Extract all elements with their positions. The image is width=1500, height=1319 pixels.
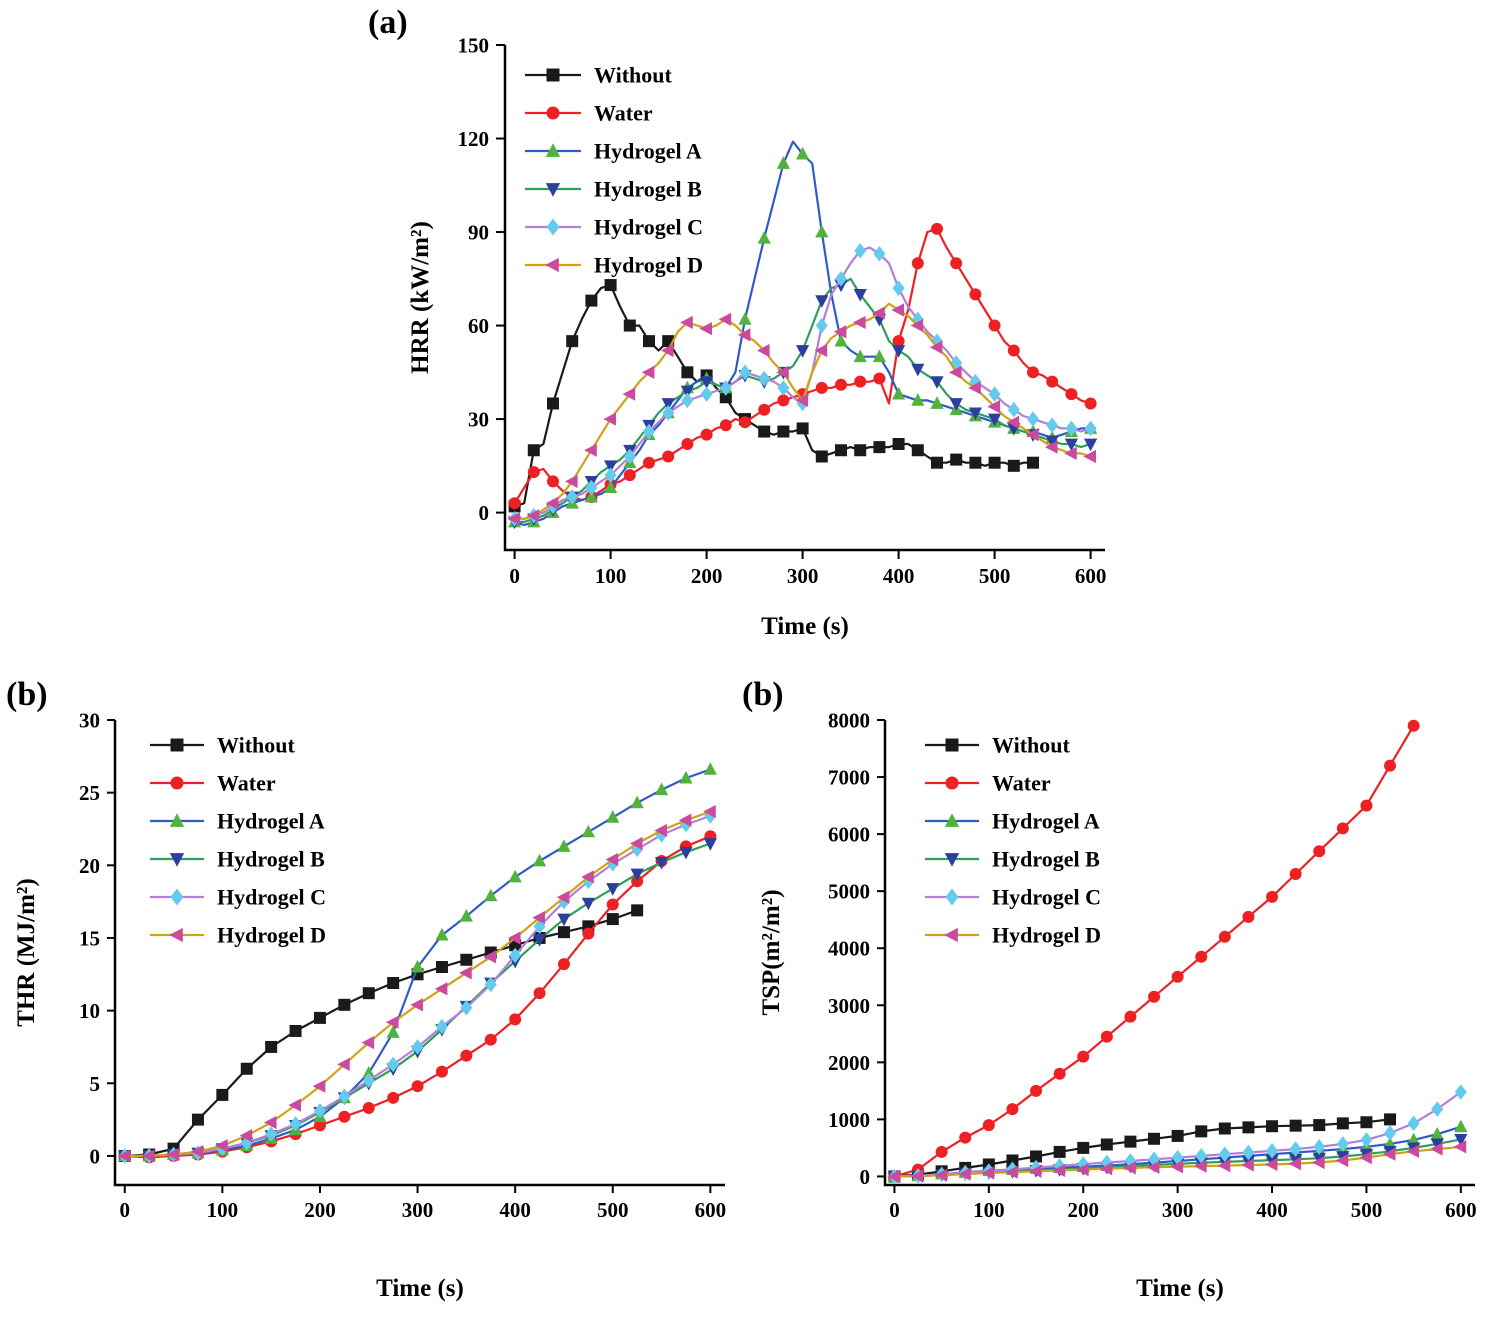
svg-text:Hydrogel A: Hydrogel A [217, 809, 325, 834]
svg-text:Hydrogel B: Hydrogel B [594, 177, 702, 202]
svg-text:90: 90 [468, 221, 489, 245]
svg-text:7000: 7000 [828, 766, 870, 790]
chart-svg: 0 100 200 300 400 500 600010002000300040005000… [758, 709, 1477, 1303]
chart-svg: 0 100 200 300 400 500 600 0 5 10 15 20 25 30 Time (s) T… [13, 709, 727, 1303]
svg-text:30: 30 [468, 408, 489, 432]
svg-text:600: 600 [1445, 1198, 1477, 1222]
svg-text:0: 0 [860, 1165, 871, 1189]
svg-text:Without: Without [992, 733, 1071, 758]
svg-text:Hydrogel C: Hydrogel C [594, 215, 703, 240]
svg-text:Hydrogel B: Hydrogel B [992, 847, 1100, 872]
plot-area [117, 762, 717, 1164]
svg-text:Hydrogel D: Hydrogel D [992, 923, 1101, 948]
svg-text:0: 0 [889, 1198, 900, 1222]
svg-text:Water: Water [594, 101, 653, 126]
svg-text:Hydrogel C: Hydrogel C [992, 885, 1101, 910]
svg-text:Time (s): Time (s) [761, 613, 849, 640]
panel-label-b-left: (b) [6, 676, 48, 713]
plot-area [507, 140, 1098, 530]
svg-text:200: 200 [1067, 1198, 1099, 1222]
svg-text:60: 60 [468, 314, 489, 338]
svg-text:THR (MJ/m²): THR (MJ/m²) [13, 878, 40, 1026]
svg-text:400: 400 [499, 1198, 531, 1222]
svg-text:Time (s): Time (s) [376, 1275, 464, 1302]
svg-text:300: 300 [787, 564, 819, 588]
tsp-chart: 0 100 200 300 400 500 600 0 1000 2000 3000 4000 5000… [745, 675, 1500, 1319]
svg-text:Hydrogel B: Hydrogel B [217, 847, 325, 872]
svg-text:2000: 2000 [828, 1051, 870, 1075]
svg-text:600: 600 [695, 1198, 727, 1222]
svg-text:4000: 4000 [828, 937, 870, 961]
svg-text:Hydrogel A: Hydrogel A [992, 809, 1100, 834]
svg-text:100: 100 [595, 564, 627, 588]
svg-text:Time (s): Time (s) [1136, 1275, 1224, 1302]
svg-text:30: 30 [79, 709, 100, 733]
svg-text:120: 120 [458, 127, 490, 151]
svg-text:5000: 5000 [828, 880, 870, 904]
svg-text:100: 100 [973, 1198, 1005, 1222]
svg-text:25: 25 [79, 781, 100, 805]
svg-text:Without: Without [217, 733, 296, 758]
svg-text:Hydrogel D: Hydrogel D [594, 253, 703, 278]
svg-text:100: 100 [207, 1198, 239, 1222]
svg-text:Hydrogel A: Hydrogel A [594, 139, 702, 164]
svg-text:Water: Water [992, 771, 1051, 796]
svg-text:500: 500 [979, 564, 1011, 588]
svg-text:Hydrogel D: Hydrogel D [217, 923, 326, 948]
svg-text:3000: 3000 [828, 994, 870, 1018]
svg-text:1000: 1000 [828, 1108, 870, 1132]
svg-text:500: 500 [597, 1198, 629, 1222]
svg-text:20: 20 [79, 854, 100, 878]
plot-area [887, 719, 1468, 1185]
svg-text:Hydrogel C: Hydrogel C [217, 885, 326, 910]
svg-text:300: 300 [402, 1198, 434, 1222]
svg-text:Water: Water [217, 771, 276, 796]
svg-text:TSP(m²/m²): TSP(m²/m²) [758, 889, 785, 1015]
svg-text:500: 500 [1351, 1198, 1383, 1222]
legend: Without Water Hydrogel A Hydrogel B Hydrogel… [925, 733, 1101, 948]
svg-text:300: 300 [1162, 1198, 1194, 1222]
panel-label-a: (a) [368, 4, 408, 41]
svg-text:150: 150 [458, 34, 490, 58]
svg-text:6000: 6000 [828, 823, 870, 847]
svg-text:0: 0 [479, 501, 490, 525]
svg-text:400: 400 [883, 564, 915, 588]
svg-text:HRR (kW/m²): HRR (kW/m²) [407, 221, 434, 374]
svg-text:0: 0 [120, 1198, 131, 1222]
svg-text:10: 10 [79, 999, 100, 1023]
panel-label-b-right: (b) [742, 676, 784, 713]
svg-text:200: 200 [304, 1198, 336, 1222]
svg-text:0: 0 [90, 1144, 101, 1168]
svg-text:400: 400 [1256, 1198, 1288, 1222]
svg-text:200: 200 [691, 564, 723, 588]
legend: Without Water Hydrogel A Hydrogel B Hydrogel… [150, 733, 326, 948]
legend: Without Water Hydrogel A Hydrogel B Hydrogel… [525, 63, 703, 278]
hrr-chart: 0 100 200 300 400 500 600 0 30 60 90 120 150 Time (s)… [390, 0, 1150, 657]
svg-text:8000: 8000 [828, 709, 870, 733]
svg-text:600: 600 [1075, 564, 1107, 588]
thr-chart: 0 100 200 300 400 500 600 0 5 10 15 20 25 30 Time (s) T… [0, 675, 745, 1319]
svg-text:0: 0 [509, 564, 520, 588]
svg-text:15: 15 [79, 926, 100, 950]
svg-text:Without: Without [594, 63, 673, 88]
svg-text:5: 5 [90, 1072, 101, 1096]
chart-svg: 0 100 200 300 400 500 600 0 30 60 90 120 150 Time (s)… [407, 34, 1107, 641]
